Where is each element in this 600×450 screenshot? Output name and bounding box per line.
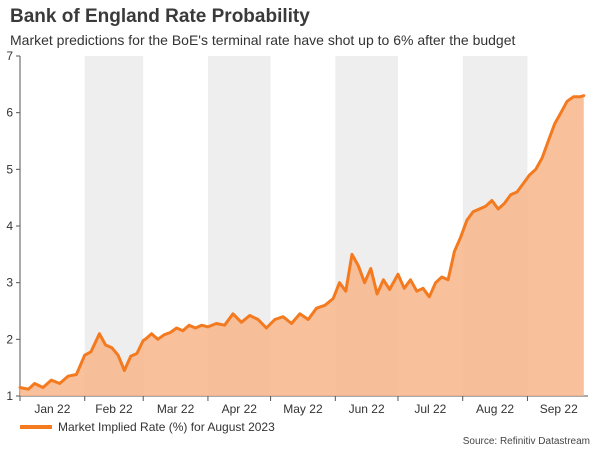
y-tick-label: 4 [6,219,13,233]
x-tick-label: Sep 22 [540,402,578,416]
legend-label: Market Implied Rate (%) for August 2023 [58,420,275,434]
series-line [18,94,586,391]
x-tick-label: Jan 22 [34,402,70,416]
y-tick-label: 2 [6,332,13,346]
y-tick-label: 1 [6,389,13,403]
legend-line-icon [20,425,52,429]
chart-title: Bank of England Rate Probability [10,6,310,27]
source-note: Source: Refinitiv Datastream [462,436,590,447]
y-tick-label: 7 [6,49,13,63]
x-tick-label: Feb 22 [95,402,133,416]
legend: Market Implied Rate (%) for August 2023 [20,420,275,434]
y-tick-label: 3 [6,276,13,290]
x-tick-label: Mar 22 [157,402,195,416]
x-tick-label: Aug 22 [476,402,514,416]
y-tick-label: 6 [6,106,13,120]
month-shade-band [84,56,144,396]
y-tick-label: 5 [6,162,13,176]
series-area [20,95,584,396]
x-tick-label: Jun 22 [349,402,385,416]
chart-subtitle: Market predictions for the BoE's termina… [10,32,516,48]
x-tick-label: Jul 22 [414,402,446,416]
x-tick-label: May 22 [283,402,323,416]
x-tick-label: Apr 22 [222,402,258,416]
